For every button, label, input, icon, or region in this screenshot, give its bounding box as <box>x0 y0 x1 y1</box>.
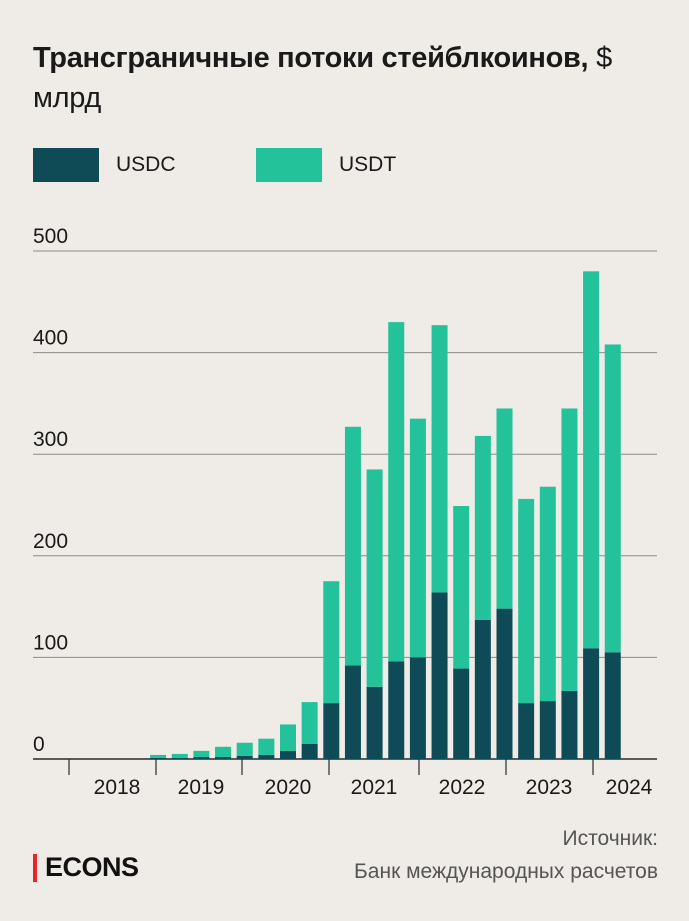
bar-usdt-24 <box>583 271 600 649</box>
bar-usdc-17 <box>431 592 448 759</box>
source-note: Источник: Банк международных расчетов <box>354 822 658 888</box>
bar-usdt-23 <box>561 408 578 691</box>
y-tick-label-100: 100 <box>33 631 68 654</box>
x-tick-label-2022: 2022 <box>439 776 486 799</box>
bar-usdt-9 <box>258 738 275 755</box>
bar-usdt-21 <box>518 498 535 704</box>
bar-usdc-13 <box>344 665 361 759</box>
bar-usdt-16 <box>409 418 426 658</box>
chart-title-unit: $ млрд <box>33 42 612 114</box>
y-tick-label-400: 400 <box>33 327 68 350</box>
source-text: Банк международных расчетов <box>354 860 658 883</box>
bar-usdt-7 <box>215 746 232 757</box>
bar-usdt-10 <box>280 724 296 751</box>
bar-usdt-12 <box>323 581 340 704</box>
bar-usdc-9 <box>258 754 275 759</box>
legend-label-usdt: USDT <box>339 153 397 176</box>
x-tick-label-2023: 2023 <box>526 776 573 799</box>
bar-usdt-6 <box>193 750 210 757</box>
econs-logo: ECONS <box>33 852 139 883</box>
bar-usdt-11 <box>301 702 318 744</box>
legend-item-usdc: USDC <box>33 148 176 182</box>
bar-usdt-8 <box>236 742 253 756</box>
bar-usdc-15 <box>388 661 405 759</box>
bar-usdc-6 <box>193 756 210 759</box>
bar-usdc-5 <box>171 757 188 759</box>
bar-usdc-10 <box>280 750 296 759</box>
bar-usdc-4 <box>150 757 167 759</box>
bar-usdc-18 <box>453 668 470 759</box>
bar-usdt-25 <box>604 344 621 653</box>
bar-usdc-8 <box>236 755 253 759</box>
chart-title-main: Трансграничные потоки стейблкоинов, <box>33 42 589 74</box>
x-tick-label-2020: 2020 <box>265 776 312 799</box>
y-tick-label-500: 500 <box>33 225 68 248</box>
y-tick-label-300: 300 <box>33 428 68 451</box>
bar-usdt-17 <box>431 325 448 593</box>
x-tick-label-2021: 2021 <box>351 776 398 799</box>
bar-usdc-22 <box>539 701 556 759</box>
bar-usdt-5 <box>171 753 188 758</box>
bar-usdt-20 <box>496 408 513 609</box>
chart-title: Трансграничные потоки стейблкоинов, $ мл… <box>33 38 653 118</box>
bar-usdt-14 <box>366 469 383 687</box>
legend-label-usdc: USDC <box>116 153 176 176</box>
bar-usdc-14 <box>366 686 383 759</box>
y-tick-label-0: 0 <box>33 733 45 756</box>
x-tick-label-2019: 2019 <box>178 776 225 799</box>
bar-usdt-4 <box>150 754 167 758</box>
logo-bar <box>33 853 37 882</box>
bar-usdc-23 <box>561 690 578 759</box>
bar-usdc-12 <box>323 703 340 759</box>
legend-item-usdt: USDT <box>256 148 396 182</box>
x-tick-label-2018: 2018 <box>94 776 141 799</box>
bar-usdt-19 <box>474 435 491 620</box>
bar-usdt-15 <box>388 322 405 662</box>
bar-usdc-21 <box>518 703 535 759</box>
logo-text: ECONS <box>45 852 139 882</box>
bar-usdc-25 <box>604 652 621 759</box>
bar-usdt-13 <box>344 426 361 666</box>
legend-swatch-usdt <box>256 148 322 182</box>
source-label: Источник: <box>562 827 658 850</box>
bar-usdt-18 <box>453 506 470 669</box>
y-tick-label-200: 200 <box>33 530 68 553</box>
bar-usdc-16 <box>409 657 426 759</box>
bar-usdc-20 <box>496 608 513 759</box>
bar-usdc-19 <box>474 619 491 759</box>
bar-usdc-7 <box>215 756 232 759</box>
bar-usdc-11 <box>301 743 318 759</box>
x-tick-label-2024: 2024 <box>606 776 653 799</box>
bar-usdt-22 <box>539 486 556 702</box>
legend-swatch-usdc <box>33 148 99 182</box>
bar-usdc-24 <box>583 648 600 759</box>
